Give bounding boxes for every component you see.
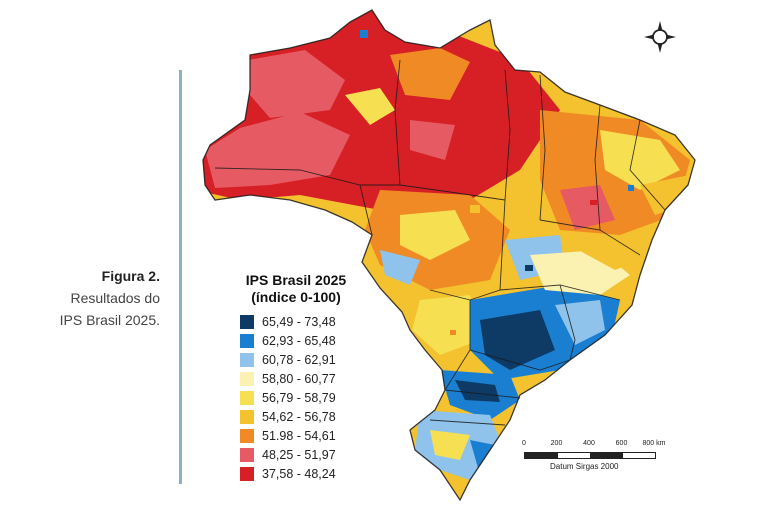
- legend-swatch: [240, 333, 254, 348]
- legend-label: 56,79 - 58,79: [262, 390, 336, 405]
- legend-label: 54,62 - 56,78: [262, 409, 336, 424]
- legend-label: 48,25 - 51,97: [262, 447, 336, 462]
- scale-tick-label: 0: [522, 440, 526, 447]
- legend-label: 51.98 - 54,61: [262, 428, 336, 443]
- scale-tick-label: 600: [615, 440, 628, 447]
- legend-swatch: [240, 371, 254, 386]
- legend-item: 62,93 - 65,48: [240, 331, 352, 350]
- legend-label: 65,49 - 73,48: [262, 314, 336, 329]
- legend-title-line-2: (índice 0-100): [251, 289, 341, 305]
- figure-label: Figura 2.: [101, 268, 160, 284]
- legend-swatch: [240, 390, 254, 405]
- scale-ticks: 0 200 400 600 800 km: [520, 440, 680, 452]
- scale-tick-label: 800 km: [642, 440, 666, 447]
- legend-item: 60,78 - 62,91: [240, 350, 352, 369]
- legend-label: 58,80 - 60,77: [262, 371, 336, 386]
- legend-item: 37,58 - 48,24: [240, 464, 352, 483]
- legend-title: IPS Brasil 2025 (índice 0-100): [240, 272, 352, 306]
- legend-item: 58,80 - 60,77: [240, 369, 352, 388]
- caption-line-1: Resultados do: [70, 290, 160, 306]
- legend-swatch: [240, 447, 254, 462]
- legend-label: 62,93 - 65,48: [262, 333, 336, 348]
- legend-item: 56,79 - 58,79: [240, 388, 352, 407]
- legend-label: 37,58 - 48,24: [262, 466, 336, 481]
- legend-label: 60,78 - 62,91: [262, 352, 336, 367]
- caption-line-2: IPS Brasil 2025.: [59, 312, 160, 328]
- legend-item: 51.98 - 54,61: [240, 426, 352, 445]
- legend-items: 65,49 - 73,48 62,93 - 65,48 60,78 - 62,91 5…: [240, 312, 352, 483]
- figure-caption: Figura 2. Resultados do IPS Brasil 2025.: [60, 265, 160, 331]
- legend-swatch: [240, 352, 254, 367]
- scale-tick-label: 400: [583, 440, 595, 447]
- legend-item: 48,25 - 51,97: [240, 445, 352, 464]
- scale-datum: Datum Sirgas 2000: [550, 462, 619, 471]
- legend-swatch: [240, 466, 254, 481]
- scale-tick-label: 200: [550, 440, 563, 447]
- compass-rose-icon: [644, 21, 676, 53]
- divider-bar: [179, 70, 182, 484]
- legend-swatch: [240, 409, 254, 424]
- scale-bar-graphic: [524, 452, 656, 459]
- state-boundaries: [202, 9, 696, 502]
- legend-swatch: [240, 428, 254, 443]
- map-legend: IPS Brasil 2025 (índice 0-100) 65,49 - 7…: [240, 272, 352, 483]
- scale-bar: 0 200 400 600 800 km Datum Sirgas 2000: [520, 440, 680, 471]
- legend-title-line-1: IPS Brasil 2025: [245, 272, 347, 288]
- legend-swatch: [240, 314, 254, 329]
- legend-item: 65,49 - 73,48: [240, 312, 352, 331]
- legend-item: 54,62 - 56,78: [240, 407, 352, 426]
